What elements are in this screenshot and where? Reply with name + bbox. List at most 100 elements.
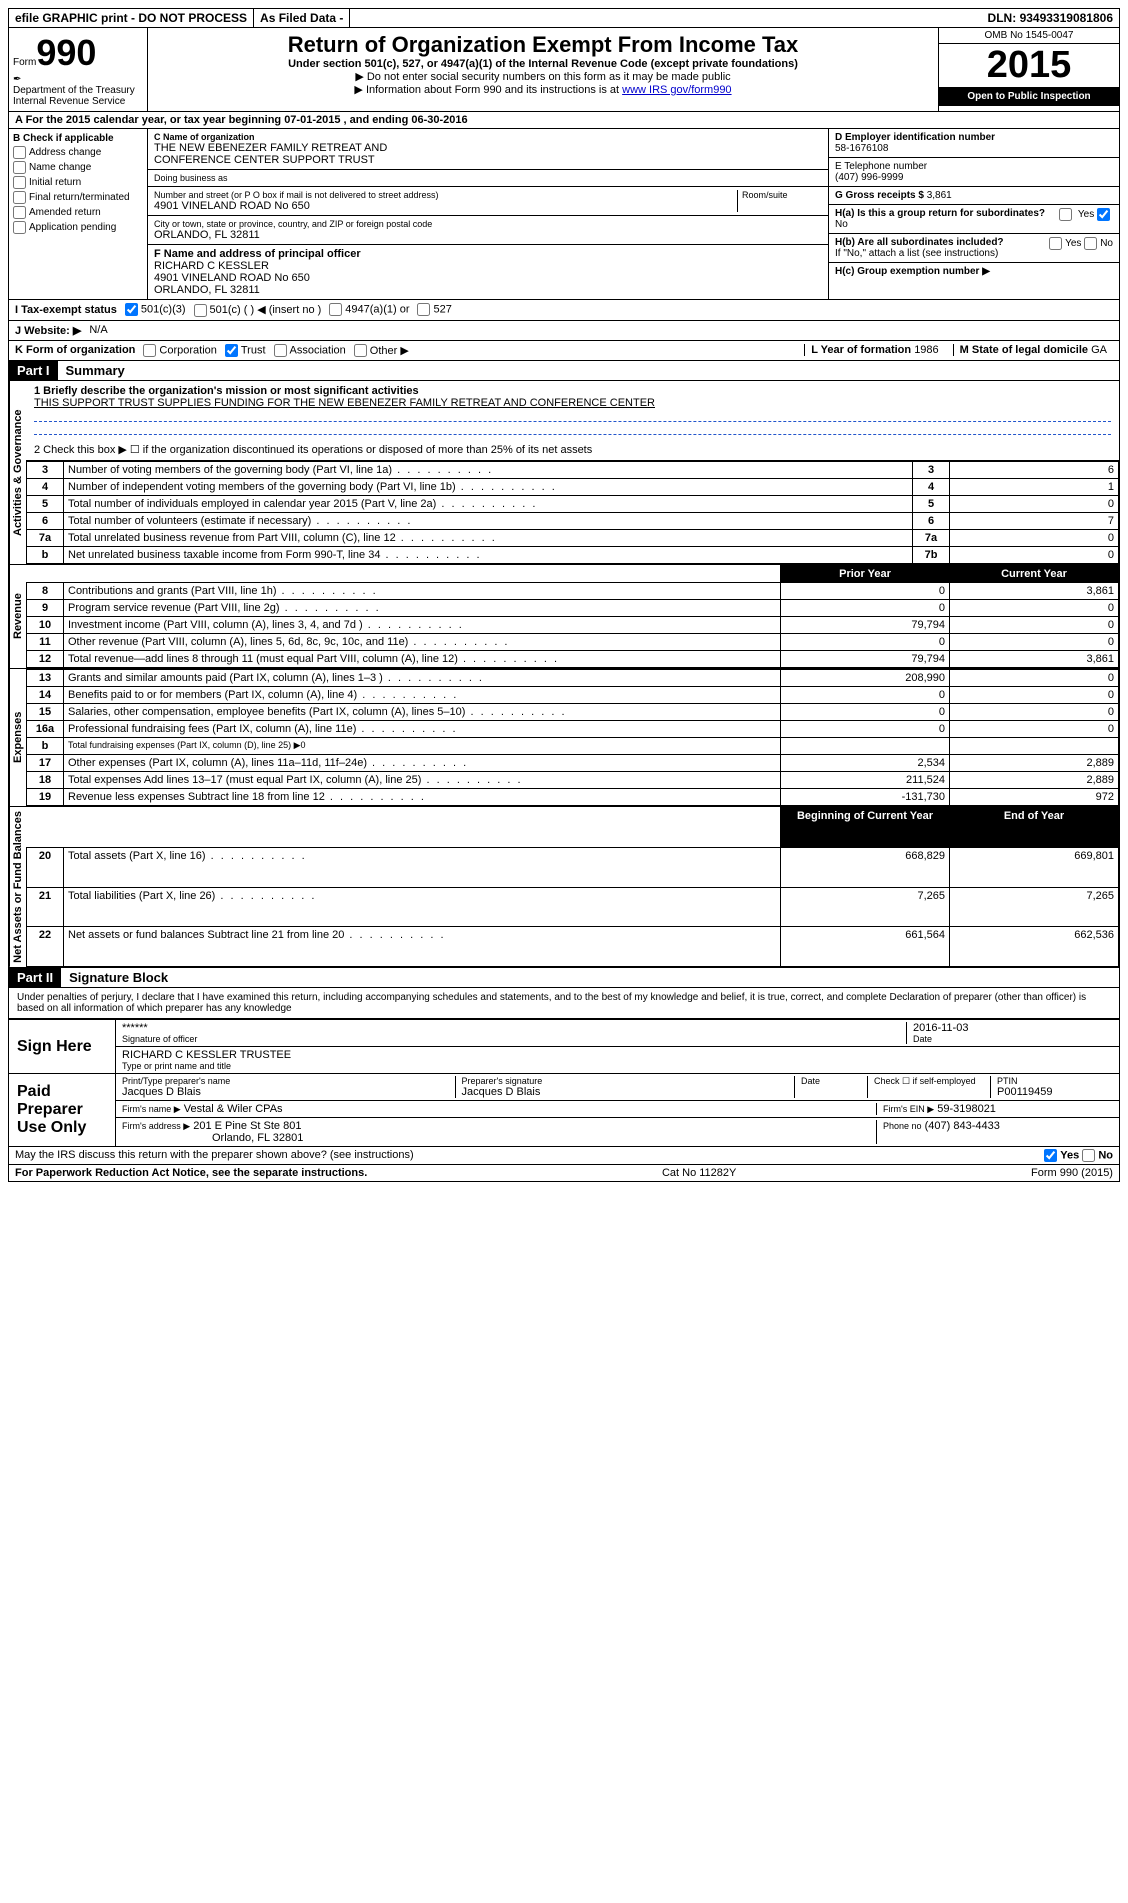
f-name: RICHARD C KESSLER bbox=[154, 260, 822, 272]
cb-corp[interactable]: Corporation bbox=[143, 344, 216, 357]
line1-label: 1 Briefly describe the organization's mi… bbox=[34, 385, 1111, 397]
type-label: Type or print name and title bbox=[122, 1061, 291, 1071]
f-label: F Name and address of principal officer bbox=[154, 248, 822, 260]
sign-here-label: Sign Here bbox=[9, 1020, 116, 1073]
table-row: 10Investment income (Part VIII, column (… bbox=[27, 617, 1119, 634]
table-header: Beginning of Current YearEnd of Year bbox=[27, 808, 1119, 848]
ein-label: D Employer identification number bbox=[835, 132, 1113, 143]
open-inspection: Open to Public Inspection bbox=[939, 87, 1119, 106]
opt-label: 527 bbox=[433, 304, 451, 316]
table-row: 22Net assets or fund balances Subtract l… bbox=[27, 927, 1119, 967]
tab-netassets: Net Assets or Fund Balances bbox=[9, 807, 26, 967]
blank-line bbox=[34, 422, 1111, 435]
ptin-label: PTIN bbox=[997, 1076, 1107, 1086]
dept-line1: Department of the Treasury bbox=[13, 85, 143, 96]
cb-amended-return[interactable]: Amended return bbox=[13, 206, 143, 219]
cb-501c3[interactable]: 501(c)(3) bbox=[125, 303, 186, 316]
note2-pre: ▶ Information about Form 990 and its ins… bbox=[354, 84, 622, 96]
table-row: 19Revenue less expenses Subtract line 18… bbox=[27, 789, 1119, 806]
efile-label: efile GRAPHIC print - DO NOT PROCESS bbox=[9, 9, 254, 27]
cb-501c[interactable]: 501(c) ( ) ◀ (insert no ) bbox=[194, 303, 322, 317]
tax-year: 2015 bbox=[939, 44, 1119, 87]
pra-notice: For Paperwork Reduction Act Notice, see … bbox=[15, 1167, 367, 1179]
tab-governance: Activities & Governance bbox=[9, 381, 26, 564]
cb-527[interactable]: 527 bbox=[417, 303, 451, 316]
col-b-label: B Check if applicable bbox=[13, 133, 143, 144]
col-c: C Name of organization THE NEW EBENEZER … bbox=[148, 129, 828, 299]
ptin-value: P00119459 bbox=[997, 1086, 1107, 1098]
table-row: 8Contributions and grants (Part VIII, li… bbox=[27, 583, 1119, 600]
city-cell: City or town, state or province, country… bbox=[148, 216, 828, 245]
dln-value: 93493319081806 bbox=[1020, 11, 1113, 25]
opt-label: 501(c)(3) bbox=[141, 304, 186, 316]
part-i-badge: Part I bbox=[9, 361, 58, 380]
table-row: 5Total number of individuals employed in… bbox=[27, 496, 1119, 513]
form-footer: Form 990 (2015) bbox=[1031, 1167, 1113, 1179]
f-city: ORLANDO, FL 32811 bbox=[154, 284, 822, 296]
ha-no-cb[interactable] bbox=[1097, 208, 1110, 221]
top-bar: efile GRAPHIC print - DO NOT PROCESS As … bbox=[8, 8, 1120, 28]
header-right: OMB No 1545-0047 2015 Open to Public Ins… bbox=[938, 28, 1119, 111]
ein-value: 58-1676108 bbox=[835, 143, 1113, 154]
cb-assoc[interactable]: Association bbox=[274, 344, 346, 357]
cb-trust[interactable]: Trust bbox=[225, 344, 266, 357]
addr-label: Number and street (or P O box if mail is… bbox=[154, 190, 737, 200]
firm-addr: 201 E Pine St Ste 801 bbox=[193, 1120, 301, 1132]
row-k-org-form: K Form of organization Corporation Trust… bbox=[8, 341, 1120, 362]
cb-final-return[interactable]: Final return/terminated bbox=[13, 191, 143, 204]
table-row: 16aProfessional fundraising fees (Part I… bbox=[27, 721, 1119, 738]
cb-initial-return[interactable]: Initial return bbox=[13, 176, 143, 189]
header-note1: ▶ Do not enter social security numbers o… bbox=[152, 70, 934, 83]
paid-preparer-label: Paid Preparer Use Only bbox=[9, 1074, 116, 1146]
hc-label: H(c) Group exemption number ▶ bbox=[835, 266, 990, 277]
hb-no-cb[interactable] bbox=[1084, 237, 1097, 250]
phone-label: E Telephone number bbox=[835, 161, 1113, 172]
discuss-yes-cb[interactable] bbox=[1044, 1149, 1057, 1162]
rev-table: Prior YearCurrent Year8Contributions and… bbox=[26, 565, 1119, 668]
cat-no: Cat No 11282Y bbox=[662, 1167, 736, 1179]
date-label: Date bbox=[913, 1034, 1113, 1044]
opt-label: Other ▶ bbox=[370, 345, 409, 357]
hb-cell: H(b) Are all subordinates included? Yes … bbox=[829, 234, 1119, 263]
firm-phone-label: Phone no bbox=[883, 1121, 922, 1131]
k-label: K Form of organization bbox=[15, 344, 135, 356]
gross-label: G Gross receipts $ bbox=[835, 190, 927, 201]
net-table: Beginning of Current YearEnd of Year20To… bbox=[26, 807, 1119, 967]
addr-value: 4901 VINELAND ROAD No 650 bbox=[154, 200, 737, 212]
yes-label: Yes bbox=[1065, 238, 1081, 249]
asfiled-label: As Filed Data - bbox=[254, 9, 350, 27]
part-i-revenue: Revenue Prior YearCurrent Year8Contribut… bbox=[8, 565, 1120, 669]
irs-link[interactable]: www IRS gov/form990 bbox=[622, 84, 731, 96]
cb-address-change[interactable]: Address change bbox=[13, 146, 143, 159]
firm-addr-label: Firm's address ▶ bbox=[122, 1121, 190, 1131]
yes-label: Yes bbox=[1060, 1149, 1079, 1161]
cb-other[interactable]: Other ▶ bbox=[354, 344, 409, 358]
hb-yes-cb[interactable] bbox=[1049, 237, 1062, 250]
part-i-governance: Activities & Governance 1 Briefly descri… bbox=[8, 381, 1120, 565]
form-title: Return of Organization Exempt From Incom… bbox=[152, 32, 934, 58]
sig-officer-label: Signature of officer bbox=[122, 1034, 906, 1044]
cb-application-pending[interactable]: Application pending bbox=[13, 221, 143, 234]
ha-cell: H(a) Is this a group return for subordin… bbox=[829, 205, 1119, 234]
yes-label: Yes bbox=[1078, 209, 1094, 220]
no-label: No bbox=[1098, 1149, 1113, 1161]
table-row: 7aTotal unrelated business revenue from … bbox=[27, 530, 1119, 547]
gross-value: 3,861 bbox=[927, 190, 952, 201]
cb-name-change[interactable]: Name change bbox=[13, 161, 143, 174]
header-note2: ▶ Information about Form 990 and its ins… bbox=[152, 83, 934, 96]
cb-4947[interactable]: 4947(a)(1) or bbox=[329, 303, 409, 316]
row-j-website: J Website: ▶ N/A bbox=[8, 321, 1120, 341]
table-header: Prior YearCurrent Year bbox=[27, 566, 1119, 583]
org-name-1: THE NEW EBENEZER FAMILY RETREAT AND bbox=[154, 142, 822, 154]
org-name-2: CONFERENCE CENTER SUPPORT TRUST bbox=[154, 154, 822, 166]
irs-logo-icon: ✒ bbox=[13, 74, 143, 85]
dba-cell: Doing business as bbox=[148, 170, 828, 187]
org-name-cell: C Name of organization THE NEW EBENEZER … bbox=[148, 129, 828, 170]
discuss-no-cb[interactable] bbox=[1082, 1149, 1095, 1162]
table-row: 13Grants and similar amounts paid (Part … bbox=[27, 670, 1119, 687]
opt-label: 501(c) ( ) ◀ (insert no ) bbox=[210, 304, 322, 316]
ha-yes-cb[interactable] bbox=[1059, 208, 1072, 221]
table-row: 20Total assets (Part X, line 16)668,8296… bbox=[27, 847, 1119, 887]
m-label: M State of legal domicile bbox=[960, 344, 1088, 356]
check-self-employed: Check ☐ if self-employed bbox=[868, 1076, 991, 1098]
